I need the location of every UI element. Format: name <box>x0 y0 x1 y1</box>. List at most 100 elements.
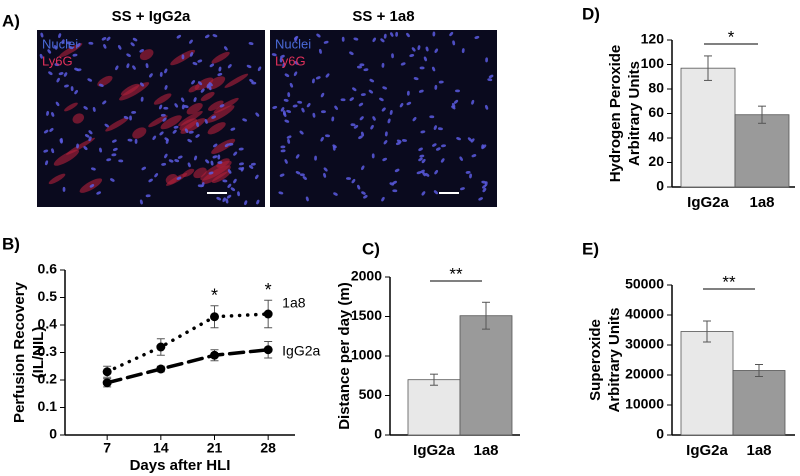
nucleus <box>189 39 193 44</box>
nucleus <box>286 135 292 139</box>
nucleus <box>417 45 421 51</box>
nucleus <box>209 63 215 68</box>
nucleus <box>332 144 337 149</box>
nucleus <box>40 32 44 38</box>
nucleus <box>370 124 374 130</box>
y-tick-label: 0.4 <box>38 316 58 332</box>
ly6g-stain <box>132 127 147 139</box>
nucleus <box>284 73 290 77</box>
series-label: 1a8 <box>282 295 306 311</box>
nucleus <box>238 162 244 166</box>
nucleus <box>280 54 285 59</box>
nucleus <box>227 169 232 174</box>
nucleus <box>216 196 221 201</box>
nucleus <box>294 36 298 42</box>
nucleus <box>406 90 410 96</box>
nucleus <box>452 40 456 46</box>
nucleus <box>250 162 256 166</box>
nucleus <box>482 144 487 149</box>
nucleus <box>212 34 218 38</box>
nucleus <box>421 158 426 164</box>
nucleus <box>488 74 494 79</box>
ly6g-stain <box>200 91 215 102</box>
significance: ** <box>722 272 736 291</box>
nucleus <box>174 159 180 163</box>
ly6g-stain <box>200 160 232 181</box>
nucleus <box>394 168 400 173</box>
ly6g-stain <box>207 122 226 135</box>
nucleus <box>191 80 195 85</box>
x-tick-label: 14 <box>153 440 169 456</box>
micrograph-cells <box>39 32 262 206</box>
nucleus <box>434 48 439 53</box>
nucleus <box>244 200 248 206</box>
nucleus <box>218 66 222 72</box>
nucleus <box>242 118 247 122</box>
significance: ** <box>449 264 463 283</box>
nucleus <box>70 86 74 92</box>
y-tick-label: 1500 <box>351 307 382 323</box>
x-tick-label: IgG2a <box>686 442 728 459</box>
nucleus <box>92 107 96 112</box>
nucleus <box>356 65 362 69</box>
nucleus <box>432 31 436 37</box>
y-tick-label: 0.5 <box>38 288 58 304</box>
ly6g-stain <box>186 102 203 115</box>
nucleus <box>380 38 385 43</box>
nucleus <box>56 77 60 83</box>
nucleus <box>434 170 439 175</box>
nucleus <box>72 53 78 57</box>
nucleus <box>431 66 436 72</box>
nucleus <box>478 197 483 201</box>
y-tick-label: 0.6 <box>38 261 58 277</box>
nucleus <box>283 98 289 102</box>
ly6g-stain <box>105 117 129 132</box>
nucleus <box>272 105 278 109</box>
bar <box>680 331 734 436</box>
nucleus <box>422 171 426 177</box>
nucleus <box>353 125 359 129</box>
nucleus <box>449 31 454 37</box>
nucleus <box>206 83 210 89</box>
nucleus <box>211 115 216 119</box>
nucleus <box>358 102 364 107</box>
y-tick-label: 500 <box>359 386 383 402</box>
nucleus <box>467 137 472 142</box>
nucleus <box>451 105 456 110</box>
nucleus <box>465 170 471 174</box>
nucleus <box>98 83 104 87</box>
nucleus <box>123 115 129 120</box>
x-tick-label: 21 <box>207 440 223 456</box>
nucleus <box>320 110 326 114</box>
nucleus <box>425 46 429 52</box>
nucleus <box>226 194 232 199</box>
nucleus <box>302 176 307 180</box>
nucleus <box>314 155 317 161</box>
series-label: IgG2a <box>282 342 320 358</box>
nucleus <box>163 106 169 110</box>
nucleus <box>249 78 254 83</box>
point <box>210 350 219 360</box>
nucleus <box>132 65 136 70</box>
nucleus <box>62 186 66 192</box>
ly6g-stain <box>213 97 239 114</box>
nucleus <box>299 130 304 135</box>
nucleus <box>400 62 406 66</box>
point <box>102 378 112 388</box>
nucleus <box>248 42 254 46</box>
nucleus <box>43 129 49 134</box>
nucleus <box>280 149 286 153</box>
nucleus <box>195 134 200 138</box>
y-tick-label: 2000 <box>351 268 382 284</box>
nucleus <box>230 187 236 192</box>
nucleus <box>381 107 386 112</box>
nucleus <box>359 63 365 67</box>
nucleus <box>55 101 60 107</box>
nucleus <box>227 183 232 188</box>
y-tick-label: 120 <box>641 31 665 47</box>
nucleus <box>471 154 477 158</box>
nucleus <box>412 117 417 122</box>
nucleus <box>312 78 315 84</box>
nucleus <box>126 53 131 57</box>
nucleus <box>305 196 309 202</box>
